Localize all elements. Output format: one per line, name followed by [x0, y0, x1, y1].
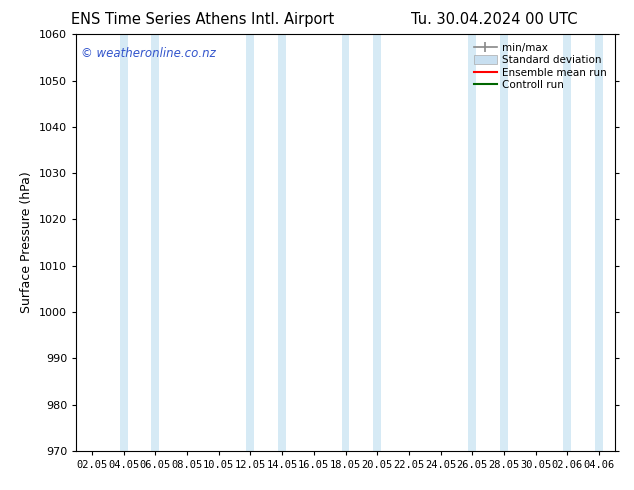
Legend: min/max, Standard deviation, Ensemble mean run, Controll run: min/max, Standard deviation, Ensemble me… [470, 40, 610, 94]
Bar [595, 34, 603, 451]
Bar [152, 34, 159, 451]
Bar [373, 34, 381, 451]
Bar [564, 34, 571, 451]
Bar [278, 34, 286, 451]
Text: Tu. 30.04.2024 00 UTC: Tu. 30.04.2024 00 UTC [411, 12, 578, 27]
Y-axis label: Surface Pressure (hPa): Surface Pressure (hPa) [20, 172, 34, 314]
Text: © weatheronline.co.nz: © weatheronline.co.nz [81, 47, 216, 60]
Text: ENS Time Series Athens Intl. Airport: ENS Time Series Athens Intl. Airport [71, 12, 335, 27]
Bar [247, 34, 254, 451]
Bar [342, 34, 349, 451]
Bar [500, 34, 508, 451]
Bar [469, 34, 476, 451]
Bar [120, 34, 127, 451]
